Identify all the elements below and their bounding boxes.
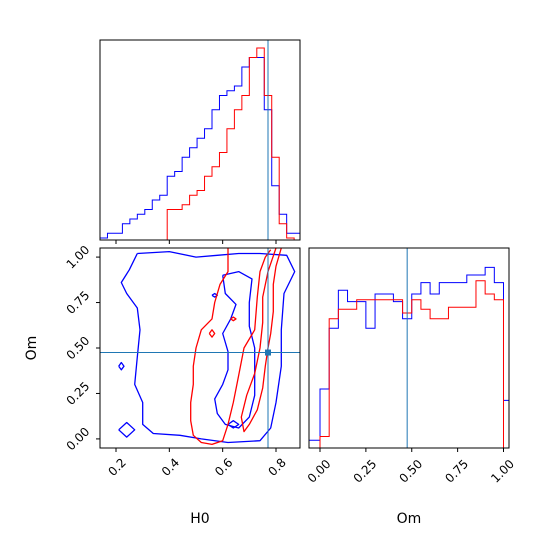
contour-series-0-level-2 [118,421,136,438]
contour-ytick-label-1: 0.25 [64,379,93,408]
contour-xlabel: H0 [190,511,209,527]
contour-series-0-level-0 [120,250,296,444]
hist-h0-frame [99,39,301,241]
hist-om-xlabel: Om [397,511,422,527]
hist-om-xtick-label-2: 0.50 [397,457,426,486]
contour-series-0-level-1 [214,270,256,429]
hist-om-frame [308,247,510,449]
contour-series-0-level-3 [118,361,125,371]
hist_H0-series-0-step [100,57,300,240]
hist_H0-series-1-step [166,47,295,240]
hist-om-xtick-label-3: 0.75 [442,457,471,486]
contour-xtick-label-2: 0.6 [212,455,235,478]
contour-truth-marker [265,349,271,356]
contour-series-1-level-2 [208,329,216,338]
contour-ytick-label-2: 0.50 [64,334,93,363]
contour-series-1-level-3 [230,316,237,322]
hist-om-xtick-label-0: 0.00 [305,457,334,486]
contour-xtick-label-0: 0.2 [105,455,128,478]
contour-frame [99,247,301,449]
contour-xtick-label-1: 0.4 [159,455,182,478]
contour-marks [118,248,296,446]
contour-ytick-label-4: 1.00 [64,243,93,272]
contour-ytick-label-0: 0.00 [64,425,93,454]
contour-xtick-label-3: 0.8 [265,455,288,478]
hist-om-xtick-label-4: 1.00 [488,457,517,486]
contour-series-0-level-4 [227,420,240,429]
contour-series-1-level-0 [190,248,272,446]
contour-series-1-level-1 [240,248,282,433]
contour-ylabel: Om [24,336,40,361]
contour-ytick-label-3: 0.75 [64,288,93,317]
hist_Om-series-1-step [319,280,504,448]
hist-h0-marks [100,47,300,240]
hist-om-marks [309,266,509,448]
hist_Om-series-0-step [309,266,509,448]
hist-om-xtick-label-1: 0.25 [351,457,380,486]
